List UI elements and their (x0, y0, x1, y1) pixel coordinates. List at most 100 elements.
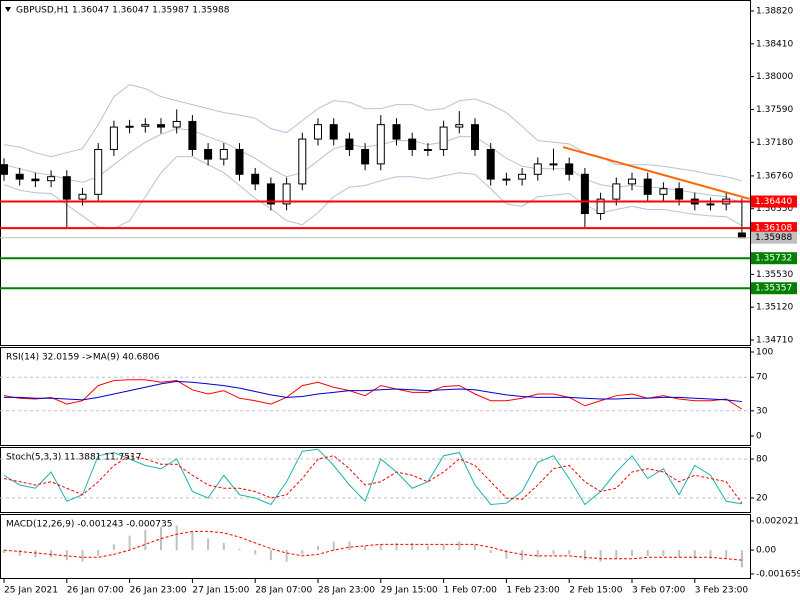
candle-body (345, 138, 354, 150)
level-tag-label: 1.36440 (755, 197, 792, 207)
histogram-bar (552, 550, 555, 555)
x-tick-label: 26 Jan 23:00 (130, 586, 187, 596)
histogram-bar (301, 550, 304, 555)
y-tick-label: 1.38410 (756, 39, 793, 49)
candle-body (361, 148, 370, 165)
histogram-bar (379, 544, 382, 551)
candle-body (486, 148, 495, 180)
histogram-bar (50, 550, 53, 558)
y-tick-label: 30 (756, 406, 768, 416)
y-tick-label: 0.002021 (756, 517, 799, 527)
y-tick-label: 1.36760 (756, 171, 793, 181)
y-tick-label: 1.35530 (756, 270, 793, 280)
level-tag (751, 231, 797, 244)
band-upper (3, 84, 743, 182)
level-tag (751, 195, 797, 208)
y-tick-label: 80 (756, 455, 768, 465)
histogram-bar (269, 550, 272, 561)
candle-body (109, 126, 118, 150)
candle-body (376, 124, 385, 165)
x-tick-label: 1 Feb 07:00 (444, 586, 498, 596)
histogram-bar (34, 550, 37, 558)
candle-body (533, 163, 542, 175)
histogram-bar (662, 550, 665, 556)
histogram-bar (285, 550, 288, 562)
y-tick-label: 0 (756, 432, 762, 442)
candle-body (471, 124, 479, 150)
candle-body (78, 193, 87, 200)
level-tag-label: 1.35988 (755, 233, 792, 243)
x-tick-label: 25 Jan 2021 (4, 586, 58, 596)
candle-body (659, 188, 668, 195)
histogram-bar (3, 550, 5, 553)
symbol-icon (5, 7, 11, 12)
candle-body (675, 188, 684, 200)
candle-body (565, 163, 574, 175)
signal-line (3, 530, 742, 561)
histogram-bar (395, 542, 398, 551)
plot-area (3, 525, 743, 568)
y-tick-label: 1.38000 (756, 72, 793, 82)
candle-body (643, 178, 652, 195)
x-tick-label: 3 Feb 23:00 (695, 586, 749, 596)
candle-body (314, 124, 322, 140)
indicator-line (3, 455, 743, 504)
candle-body (502, 178, 511, 181)
level-tag (751, 222, 797, 235)
histogram-bar (191, 531, 194, 551)
candle-body (219, 148, 228, 160)
histogram-bar (426, 545, 429, 551)
histogram-bar (583, 550, 586, 561)
x-tick-label: 28 Jan 07:00 (255, 586, 312, 596)
histogram-bar (144, 529, 147, 551)
level-tag-label: 1.35732 (755, 254, 792, 264)
candle-body (204, 148, 213, 160)
y-tick-label: 1.36350 (756, 204, 793, 214)
histogram-bar (238, 548, 241, 551)
panel-title: Stoch(5,3,3) 11.3881 11.7517 (6, 453, 141, 463)
histogram-bar (364, 545, 367, 551)
histogram-bar (411, 542, 414, 551)
candle-body (737, 232, 746, 239)
histogram-bar (725, 550, 728, 559)
histogram-bar (631, 550, 633, 556)
trendline (562, 146, 750, 200)
histogram-bar (489, 550, 492, 553)
panel: 1.38820 1.38410 1.38000 1.37590 1.37180 1.367… (0, 0, 797, 346)
histogram-bar (97, 550, 100, 556)
y-tick-label: 1.37590 (756, 105, 793, 115)
panel: 0.002021 0.00 -0.001659 MACD(12,26,9) -0.00… (0, 514, 800, 580)
histogram-bar (207, 538, 210, 551)
candle-body (15, 173, 24, 180)
candle-body (455, 124, 464, 128)
histogram-bar (505, 550, 508, 559)
histogram-bar (615, 550, 618, 559)
histogram-bar (18, 550, 21, 556)
plot-area (0, 448, 750, 506)
candle-body (580, 173, 589, 215)
y-tick-label: 1.34710 (756, 336, 793, 346)
candle-body (439, 126, 448, 150)
histogram-bar (222, 542, 225, 551)
histogram-bar (442, 544, 445, 551)
histogram-bar (740, 550, 743, 568)
candle-body (141, 124, 150, 127)
candle-body (172, 120, 181, 128)
candle-body (251, 173, 260, 185)
level-tag-label: 1.36108 (755, 224, 792, 234)
candle-body (188, 120, 197, 150)
level-tag (751, 282, 797, 295)
histogram-bar (65, 550, 68, 561)
y-tick-label: 0.00 (756, 546, 776, 556)
histogram-bar (646, 550, 649, 556)
y-tick-label: -0.001659 (756, 570, 800, 580)
histogram-bar (175, 525, 178, 551)
indicator-line (4, 380, 742, 403)
candle-body (282, 183, 291, 205)
panel: 100 70 30 0 RSI(14) 32.0159 ->MA(9) 40.6806 (0, 347, 773, 446)
candle-body (235, 148, 244, 175)
x-tick-label: 27 Jan 15:00 (192, 586, 249, 596)
y-tick-label: 1.35120 (756, 303, 793, 313)
x-tick-label: 26 Jan 07:00 (67, 586, 124, 596)
